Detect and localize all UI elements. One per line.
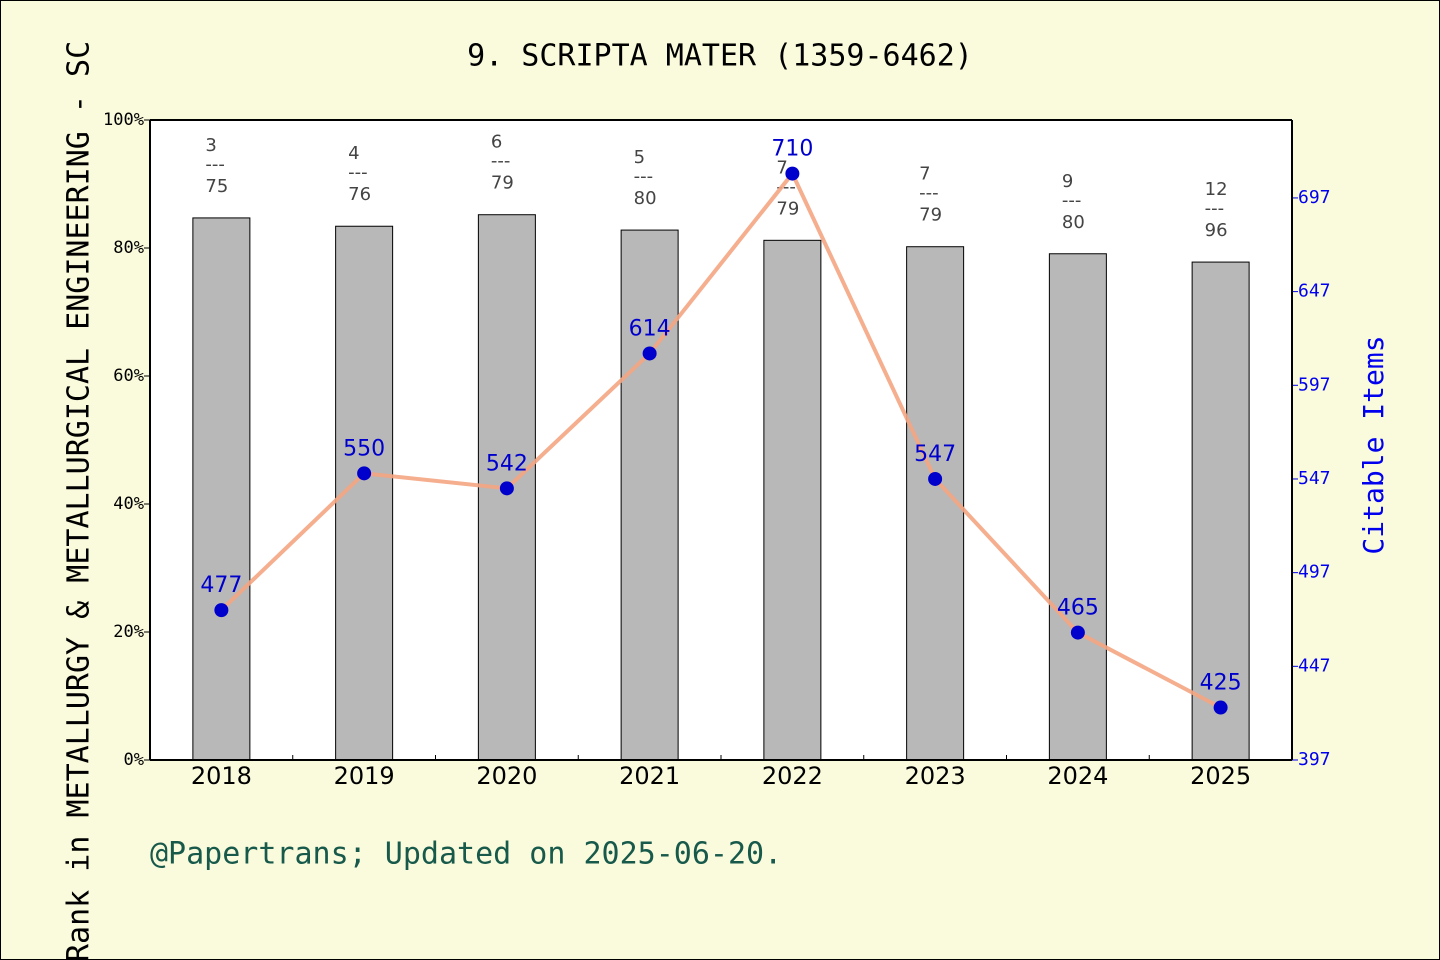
footer: @Papertrans; Updated on 2025-06-20.: [150, 837, 782, 872]
rank-label: 6: [491, 132, 502, 153]
rank-separator: ---: [205, 154, 225, 175]
y-tick-label: 80%: [113, 238, 144, 258]
bar: [620, 229, 679, 761]
rank-total: 96: [1205, 220, 1228, 241]
line-value-label: 550: [343, 436, 385, 461]
y2-tick-label: 697: [1298, 187, 1331, 208]
line: [219, 169, 1222, 710]
rank-total: 79: [776, 198, 799, 219]
y-tick-label: 0%: [124, 750, 144, 770]
line-value-label: 710: [771, 137, 813, 162]
x-tick-label: 2023: [905, 762, 966, 790]
y2-tick-label: 397: [1298, 749, 1331, 770]
rank-label: 7: [776, 157, 787, 178]
y-tick-label: 60%: [113, 366, 144, 386]
rank-total: 80: [634, 188, 657, 209]
y2-tick-label: 447: [1298, 655, 1331, 676]
rank-total: 75: [205, 176, 228, 197]
y2-tick-label: 547: [1298, 468, 1331, 489]
y-axis-label: Rank in METALLURGY & METALLURGICAL ENGIN…: [62, 41, 97, 960]
rank-label: 5: [634, 147, 645, 168]
rank-separator: ---: [1062, 190, 1082, 211]
line-marker: [214, 603, 229, 618]
rank-separator: ---: [919, 183, 939, 204]
line-marker: [785, 166, 800, 181]
x-tick-label: 2019: [334, 762, 395, 790]
x-tick-label: 2022: [762, 762, 823, 790]
x-tick-label: 2021: [619, 762, 680, 790]
plot-area: [150, 120, 1292, 760]
rank-label: 12: [1205, 179, 1228, 200]
x-tick-label: 2025: [1190, 762, 1251, 790]
rank-label: 7: [919, 164, 930, 185]
line-value-label: 542: [486, 451, 528, 476]
rank-total: 76: [348, 184, 371, 205]
line-value-label: 425: [1200, 671, 1242, 696]
y2-tick-label: 597: [1298, 374, 1331, 395]
y-tick-label: 20%: [113, 622, 144, 642]
y-tick-label: 40%: [113, 494, 144, 514]
rank-label: 3: [205, 135, 216, 156]
rank-separator: ---: [348, 162, 368, 183]
x-tick-label: 2020: [476, 762, 537, 790]
line-value-label: 465: [1057, 596, 1099, 621]
rank-label: 4: [348, 143, 359, 164]
bar: [192, 217, 251, 761]
line-marker: [928, 471, 943, 486]
x-tick-label: 2024: [1047, 762, 1108, 790]
rank-separator: ---: [491, 151, 511, 172]
line-value-label: 477: [200, 573, 242, 598]
line-marker: [1213, 700, 1228, 715]
y2-tick-label: 647: [1298, 281, 1331, 302]
line-marker: [642, 346, 657, 361]
y2-tick-label: 497: [1298, 562, 1331, 583]
y2-axis-label: Citable Items: [1357, 335, 1390, 554]
chart-title: 9. SCRIPTA MATER (1359-6462): [467, 39, 973, 74]
rank-total: 80: [1062, 212, 1085, 233]
rank-label: 9: [1062, 171, 1073, 192]
line-marker: [357, 466, 372, 481]
y-tick-label: 100%: [103, 110, 144, 130]
line-value-label: 547: [914, 442, 956, 467]
x-tick-label: 2018: [191, 762, 252, 790]
rank-separator: ---: [776, 176, 796, 197]
bar: [1048, 253, 1107, 761]
rank-separator: ---: [634, 166, 654, 187]
line-marker: [1070, 625, 1085, 640]
bar: [763, 239, 822, 761]
rank-total: 79: [491, 173, 514, 194]
line-value-label: 614: [629, 316, 671, 341]
bar: [1191, 261, 1250, 761]
line-marker: [499, 481, 514, 496]
rank-total: 79: [919, 205, 942, 226]
rank-separator: ---: [1205, 198, 1225, 219]
